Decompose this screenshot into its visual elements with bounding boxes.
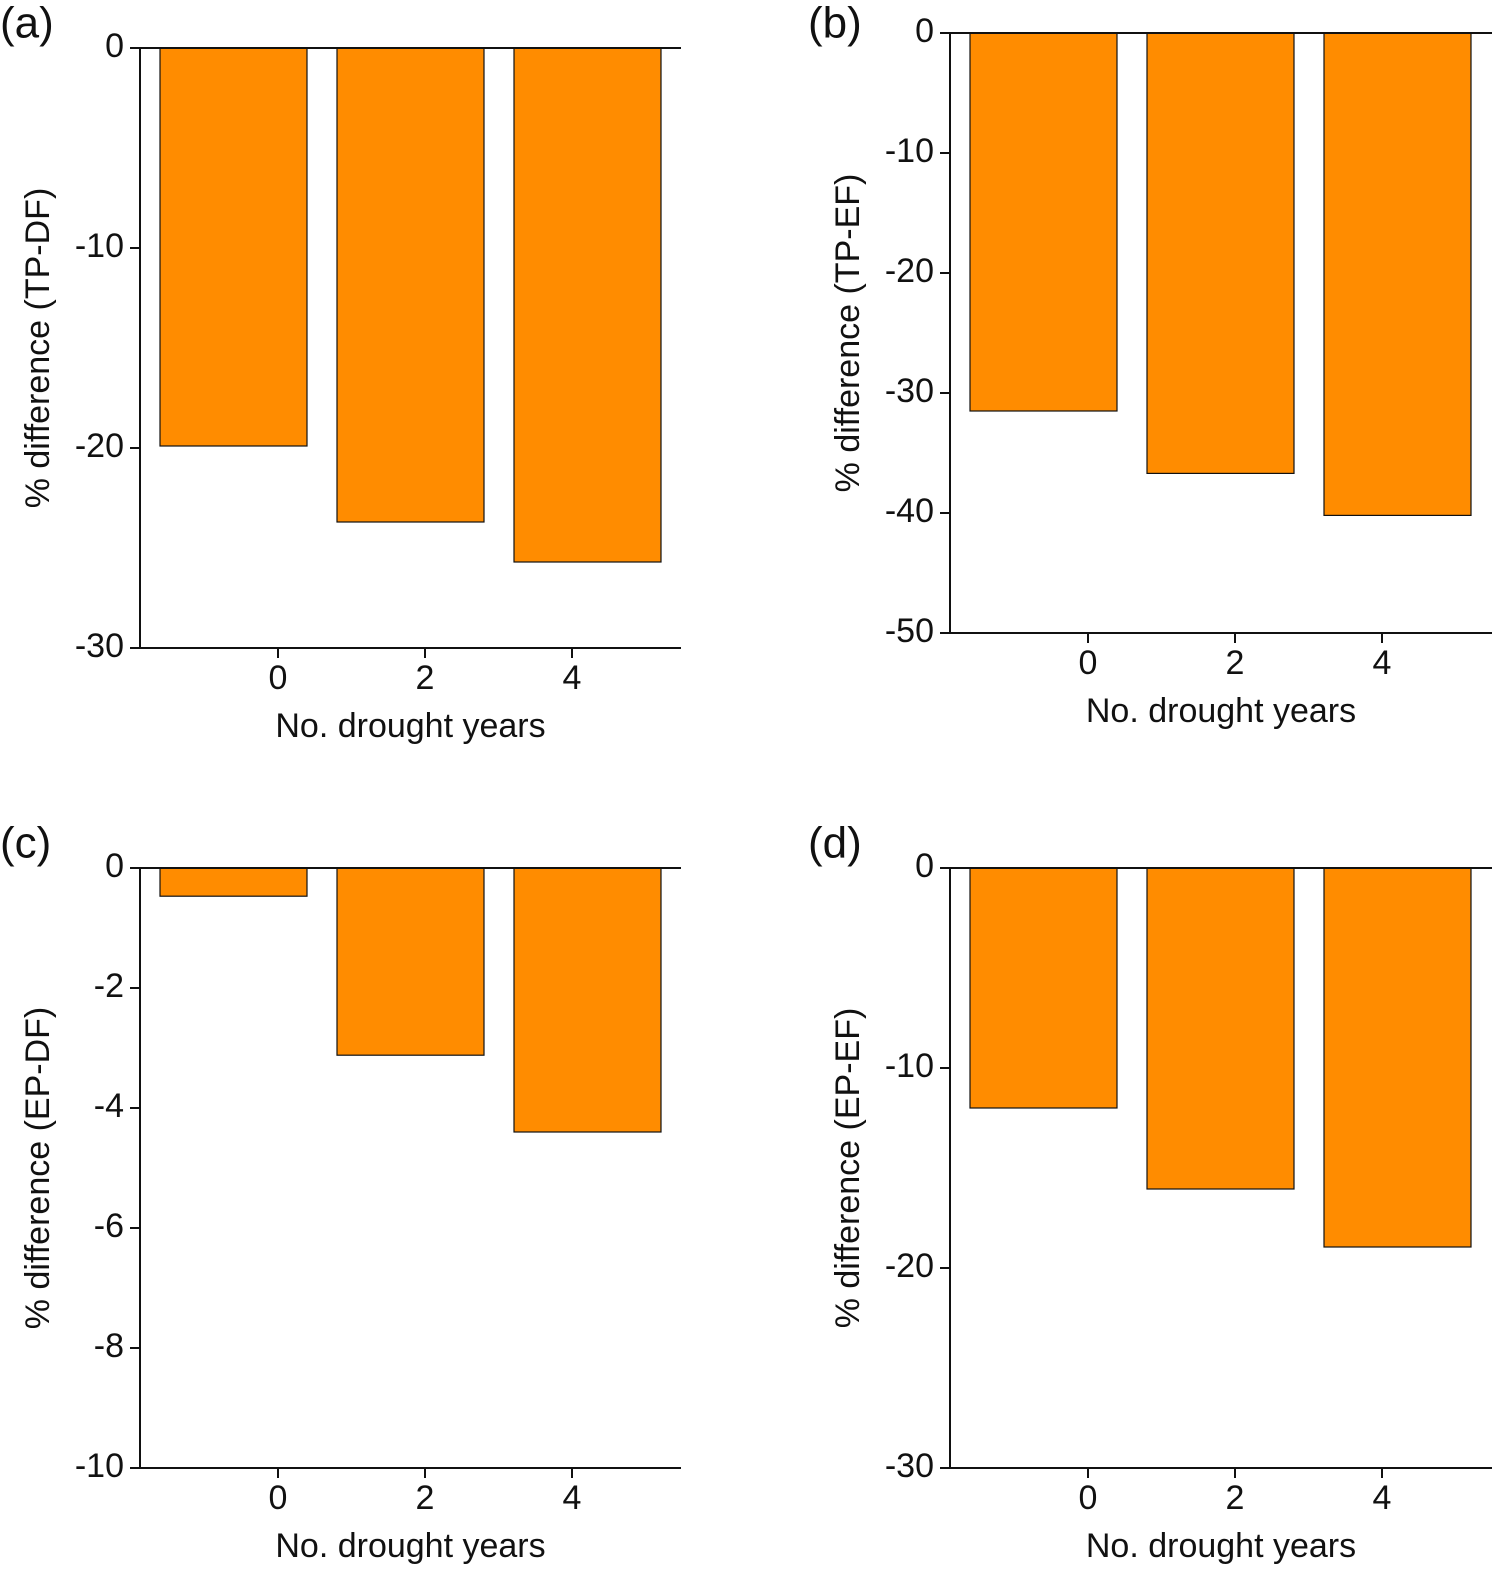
y-tick-label: -10 xyxy=(75,227,124,265)
y-tick-label: -10 xyxy=(885,132,934,170)
y-tick-label: -20 xyxy=(885,1247,934,1285)
y-tick-label: -4 xyxy=(94,1087,124,1125)
y-tick-label: 0 xyxy=(915,12,934,50)
y-tick-label: -20 xyxy=(75,427,124,465)
x-tick-label: 2 xyxy=(416,659,435,697)
bar xyxy=(336,867,485,1056)
x-axis-label: No. drought years xyxy=(1086,1527,1356,1565)
x-tick-label: 4 xyxy=(1373,644,1392,682)
y-axis-label: % difference (TP-EF) xyxy=(829,174,867,493)
x-axis-label: No. drought years xyxy=(1086,692,1356,730)
x-tick-label: 4 xyxy=(563,1479,582,1517)
bar xyxy=(1146,867,1295,1190)
y-tick-label: 0 xyxy=(915,847,934,885)
bar xyxy=(1323,32,1472,516)
x-tick-label: 0 xyxy=(1079,644,1098,682)
x-tick-label: 0 xyxy=(269,1479,288,1517)
bar xyxy=(513,47,662,563)
bar xyxy=(159,47,308,447)
x-tick-label: 4 xyxy=(1373,1479,1392,1517)
y-tick-label: 0 xyxy=(105,847,124,885)
y-tick-label: -8 xyxy=(94,1327,124,1365)
y-tick-label: -6 xyxy=(94,1207,124,1245)
y-tick-label: -2 xyxy=(94,967,124,1005)
panel-label: (c) xyxy=(0,819,51,868)
x-tick-label: 0 xyxy=(269,659,288,697)
x-tick-label: 2 xyxy=(1226,644,1245,682)
bar xyxy=(969,32,1118,412)
panel-label: (d) xyxy=(808,819,862,868)
y-axis-label: % difference (EP-DF) xyxy=(19,1007,57,1329)
y-tick-label: -10 xyxy=(885,1047,934,1085)
y-tick-label: -30 xyxy=(75,627,124,665)
panel-label: (a) xyxy=(0,0,54,48)
y-tick-label: -10 xyxy=(75,1447,124,1485)
bar xyxy=(969,867,1118,1109)
x-tick-label: 2 xyxy=(416,1479,435,1517)
x-axis-label: No. drought years xyxy=(275,1527,545,1565)
y-tick-label: 0 xyxy=(105,27,124,65)
bar xyxy=(336,47,485,523)
y-tick-label: -20 xyxy=(885,252,934,290)
x-tick-label: 2 xyxy=(1226,1479,1245,1517)
bar xyxy=(513,867,662,1133)
y-tick-label: -50 xyxy=(885,612,934,650)
x-tick-label: 4 xyxy=(563,659,582,697)
x-axis-label: No. drought years xyxy=(275,707,545,745)
bar xyxy=(1323,867,1472,1248)
bar xyxy=(159,867,308,897)
y-axis-label: % difference (EP-EF) xyxy=(829,1008,867,1329)
y-tick-label: -30 xyxy=(885,372,934,410)
y-tick-label: -30 xyxy=(885,1447,934,1485)
y-axis-label: % difference (TP-DF) xyxy=(19,188,57,509)
x-tick-label: 0 xyxy=(1079,1479,1098,1517)
bar xyxy=(1146,32,1295,474)
y-tick-label: -40 xyxy=(885,492,934,530)
panel-label: (b) xyxy=(808,0,862,48)
